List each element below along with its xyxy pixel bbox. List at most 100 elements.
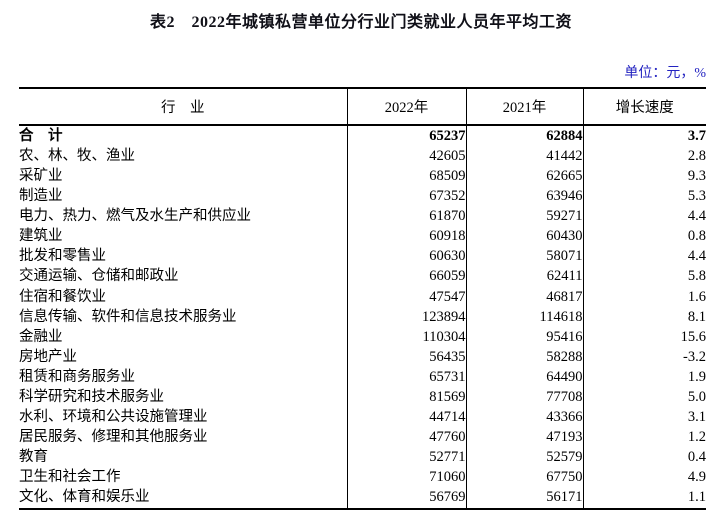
cell-industry: 批发和零售业 xyxy=(19,248,106,265)
cell-2021: 62411 xyxy=(465,266,583,287)
table-header-row: 行 业 2022年 2021年 增长速度 xyxy=(19,88,706,126)
cell-industry: 合 计 xyxy=(19,127,63,144)
cell-2021: 62665 xyxy=(465,166,583,187)
cell-2022: 52771 xyxy=(346,447,466,468)
wage-table: 行 业 2022年 2021年 增长速度 合 计 65237 62884 3.7 农、林… xyxy=(19,87,706,510)
cell-2022: 42605 xyxy=(346,146,466,167)
table-row: 批发和零售业 60630 58071 4.4 xyxy=(19,246,706,267)
cell-growth: 8.1 xyxy=(582,306,706,327)
table-row: 房地产业 56435 58288 -3.2 xyxy=(19,347,706,368)
cell-growth: 0.4 xyxy=(582,447,706,468)
cell-2021: 64490 xyxy=(465,367,583,388)
cell-2021: 63946 xyxy=(465,186,583,207)
table-row: 科学研究和技术服务业 81569 77708 5.0 xyxy=(19,387,706,408)
cell-2022: 68509 xyxy=(346,166,466,187)
cell-growth: 1.2 xyxy=(582,427,706,448)
cell-industry: 住宿和餐饮业 xyxy=(19,288,106,305)
cell-growth: 1.6 xyxy=(582,286,706,307)
header-cell-2021: 2021年 xyxy=(465,88,583,126)
cell-2021: 67750 xyxy=(465,467,583,488)
cell-industry: 建筑业 xyxy=(19,228,63,245)
cell-industry: 农、林、牧、渔业 xyxy=(19,147,135,164)
cell-industry: 科学研究和技术服务业 xyxy=(19,389,164,406)
cell-2022: 81569 xyxy=(346,387,466,408)
cell-industry: 卫生和社会工作 xyxy=(19,469,121,486)
cell-growth: 1.9 xyxy=(582,367,706,388)
cell-2022: 60918 xyxy=(346,226,466,247)
cell-growth: -3.2 xyxy=(582,347,706,368)
table-row: 金融业 110304 95416 15.6 xyxy=(19,326,706,348)
table-row: 住宿和餐饮业 47547 46817 1.6 xyxy=(19,286,706,307)
table-row: 采矿业 68509 62665 9.3 xyxy=(19,166,706,187)
cell-2022: 61870 xyxy=(346,206,466,227)
cell-2021: 52579 xyxy=(465,447,583,468)
cell-growth: 4.4 xyxy=(582,206,706,227)
cell-2022: 44714 xyxy=(346,407,466,428)
table-row: 制造业 67352 63946 5.3 xyxy=(19,186,706,207)
cell-growth: 15.6 xyxy=(582,326,706,348)
cell-industry: 金融业 xyxy=(19,328,63,345)
cell-industry: 交通运输、仓储和邮政业 xyxy=(19,268,179,285)
cell-growth: 9.3 xyxy=(582,166,706,187)
cell-industry: 水利、环境和公共设施管理业 xyxy=(19,409,208,426)
table-row: 交通运输、仓储和邮政业 66059 62411 5.8 xyxy=(19,266,706,287)
cell-industry: 采矿业 xyxy=(19,167,63,184)
cell-growth: 3.1 xyxy=(582,407,706,428)
cell-2022: 47760 xyxy=(346,427,466,448)
table-row: 农、林、牧、渔业 42605 41442 2.8 xyxy=(19,146,706,167)
cell-2022: 66059 xyxy=(346,266,466,287)
cell-industry: 制造业 xyxy=(19,188,63,205)
cell-2022: 65731 xyxy=(346,367,466,388)
table-row: 合 计 65237 62884 3.7 xyxy=(19,125,706,147)
cell-2022: 123894 xyxy=(346,306,466,327)
cell-2021: 46817 xyxy=(465,286,583,307)
cell-2021: 62884 xyxy=(465,125,583,147)
cell-2022: 47547 xyxy=(346,286,466,307)
cell-growth: 3.7 xyxy=(582,125,706,147)
header-cell-2022: 2022年 xyxy=(346,88,466,126)
cell-2022: 71060 xyxy=(346,467,466,488)
cell-2021: 58288 xyxy=(465,347,583,368)
table-row: 水利、环境和公共设施管理业 44714 43366 3.1 xyxy=(19,407,706,428)
cell-growth: 0.8 xyxy=(582,226,706,247)
cell-2021: 56171 xyxy=(465,487,583,509)
header-cell-industry: 行 业 xyxy=(19,88,347,126)
table-row: 居民服务、修理和其他服务业 47760 47193 1.2 xyxy=(19,427,706,448)
cell-2021: 77708 xyxy=(465,387,583,408)
cell-2021: 43366 xyxy=(465,407,583,428)
cell-2022: 67352 xyxy=(346,186,466,207)
table-row: 信息传输、软件和信息技术服务业 123894 114618 8.1 xyxy=(19,306,706,327)
cell-growth: 5.3 xyxy=(582,186,706,207)
table-body: 合 计 65237 62884 3.7 农、林、牧、渔业 42605 41442 2.8 采矿业… xyxy=(19,125,706,509)
table-row: 电力、热力、燃气及水生产和供应业 61870 59271 4.4 xyxy=(19,206,706,227)
cell-growth: 2.8 xyxy=(582,146,706,167)
cell-2022: 60630 xyxy=(346,246,466,267)
cell-industry: 教育 xyxy=(19,449,48,466)
cell-2021: 58071 xyxy=(465,246,583,267)
cell-2021: 114618 xyxy=(465,306,583,327)
cell-2022: 65237 xyxy=(346,125,466,147)
cell-industry: 信息传输、软件和信息技术服务业 xyxy=(19,308,237,325)
page-title: 表2 2022年城镇私营单位分行业门类就业人员年平均工资 xyxy=(149,14,572,31)
cell-industry: 文化、体育和娱乐业 xyxy=(19,489,150,506)
table-row: 卫生和社会工作 71060 67750 4.9 xyxy=(19,467,706,488)
table-row: 教育 52771 52579 0.4 xyxy=(19,447,706,468)
cell-growth: 5.0 xyxy=(582,387,706,408)
unit-note: 单位：元，% xyxy=(624,66,706,81)
cell-growth: 1.1 xyxy=(582,487,706,509)
table-row: 租赁和商务服务业 65731 64490 1.9 xyxy=(19,367,706,388)
cell-growth: 4.4 xyxy=(582,246,706,267)
cell-growth: 5.8 xyxy=(582,266,706,287)
cell-growth: 4.9 xyxy=(582,467,706,488)
cell-2022: 110304 xyxy=(346,326,466,348)
cell-industry: 房地产业 xyxy=(19,348,77,365)
cell-industry: 租赁和商务服务业 xyxy=(19,368,135,385)
cell-2022: 56769 xyxy=(346,487,466,509)
wage-table-container: 行 业 2022年 2021年 增长速度 合 计 65237 62884 3.7 农、林… xyxy=(19,87,706,510)
table-row: 建筑业 60918 60430 0.8 xyxy=(19,226,706,247)
cell-2021: 60430 xyxy=(465,226,583,247)
cell-2021: 95416 xyxy=(465,326,583,348)
cell-industry: 电力、热力、燃气及水生产和供应业 xyxy=(19,208,251,225)
table-row: 文化、体育和娱乐业 56769 56171 1.1 xyxy=(19,487,706,509)
cell-2021: 47193 xyxy=(465,427,583,448)
